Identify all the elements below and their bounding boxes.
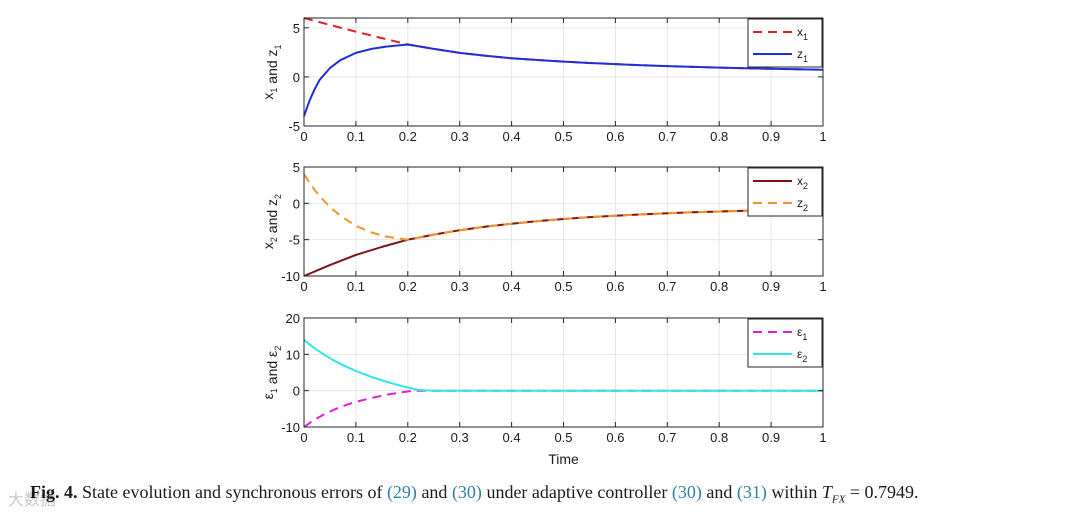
x-tick-label: 0.3: [451, 430, 469, 445]
y-tick-label: -5: [288, 233, 300, 248]
x-tick-label: 0.5: [554, 279, 572, 294]
caption-text-mid: under adaptive controller: [481, 482, 672, 502]
x-tick-label: 0.7: [658, 129, 676, 144]
x-tick-label: 0.4: [503, 279, 521, 294]
x-tick-label: 0.3: [451, 129, 469, 144]
x-tick-label: 0.6: [606, 279, 624, 294]
chart-panel-2: 0 0.1 0.2 0.3 0.4 0.5 0.6 0.7 0.8 0.9 1 -10 -5 0 5 x2 a…: [260, 160, 827, 294]
x-tick-label: 0.2: [399, 279, 417, 294]
caption-ref-30b[interactable]: (30): [671, 482, 702, 502]
x-tick-label: 0.3: [451, 279, 469, 294]
caption-value: = 0.7949.: [845, 482, 919, 502]
caption-and-2: and: [701, 482, 737, 502]
legend-box: [747, 18, 823, 68]
legend-entry-label: x2: [797, 174, 808, 191]
x-tick-label: 0.2: [399, 430, 417, 445]
y-tick-label: -5: [288, 119, 300, 134]
watermark-text: 大数据: [8, 490, 57, 509]
y-tick-label: -10: [281, 269, 300, 284]
y-tick-label: 0: [293, 70, 300, 85]
legend-entry-label: ε2: [797, 347, 807, 364]
series-line-2: [303, 173, 824, 241]
x-tick-label: 0: [300, 279, 307, 294]
y-axis-label: x2 and z2: [260, 194, 283, 249]
x-tick-label: 0.1: [347, 129, 365, 144]
x-tick-label: 0.9: [762, 279, 780, 294]
x-tick-label: 0: [300, 430, 307, 445]
y-tick-label: 5: [293, 21, 300, 36]
caption-ref-31[interactable]: (31): [736, 482, 767, 502]
x-tick-label: 0.4: [503, 430, 521, 445]
x-tick-label: 0.1: [347, 430, 365, 445]
x-tick-label: 0.7: [658, 430, 676, 445]
legend-entry-label: x1: [797, 25, 808, 42]
caption-and-1: and: [416, 482, 452, 502]
x-tick-label: 0.8: [710, 129, 728, 144]
x-tick-label: 0.8: [710, 430, 728, 445]
caption-ref-29[interactable]: (29): [386, 482, 417, 502]
caption-text-before: State evolution and synchronous errors o…: [82, 482, 387, 502]
x-tick-label: 0.6: [606, 430, 624, 445]
x-tick-label: 0.4: [503, 129, 521, 144]
x-tick-label: 1: [819, 430, 826, 445]
y-tick-label: 5: [293, 160, 300, 175]
legend-entry-label: z1: [797, 47, 808, 64]
caption-ref-30a[interactable]: (30): [451, 482, 482, 502]
x-tick-label: 0.8: [710, 279, 728, 294]
legend-entry-label: z2: [797, 196, 808, 213]
x-tick-label: 0.7: [658, 279, 676, 294]
x-tick-label: 0.2: [399, 129, 417, 144]
y-tick-label: 0: [293, 384, 300, 399]
x-tick-label: 0: [300, 129, 307, 144]
chart-panel-3: 0 0.1 0.2 0.3 0.4 0.5 0.6 0.7 0.8 0.9 1-1001020ε1 …: [260, 311, 827, 467]
legend-entry-label: ε1: [797, 325, 807, 342]
caption-text-within: within: [766, 482, 822, 502]
figure-caption: Fig. 4. State evolution and synchronous …: [0, 482, 1080, 514]
y-tick-label: 20: [286, 311, 300, 326]
y-axis-label: x1 and z1: [260, 44, 283, 99]
x-tick-label: 0.5: [554, 129, 572, 144]
x-tick-label: 0.1: [347, 279, 365, 294]
x-tick-label: 0.9: [762, 430, 780, 445]
x-tick-label: 0.9: [762, 129, 780, 144]
x-tick-label: 0.5: [554, 430, 572, 445]
series-line-2: [303, 339, 823, 392]
x-tick-label: 1: [819, 129, 826, 144]
legend-box: [747, 167, 823, 217]
legend-box: [747, 318, 823, 368]
x-tick-label: 0.6: [606, 129, 624, 144]
y-tick-label: 10: [286, 347, 300, 362]
x-axis-label: Time: [548, 451, 579, 467]
series-line-2: [303, 43, 824, 117]
x-tick-label: 1: [819, 279, 826, 294]
caption-label: Fig. 4.: [30, 482, 78, 502]
y-tick-label: -10: [281, 420, 300, 435]
y-axis-label: ε1 and ε2: [260, 346, 283, 400]
caption-symbol: TFX: [821, 482, 846, 506]
y-tick-label: 0: [293, 196, 300, 211]
